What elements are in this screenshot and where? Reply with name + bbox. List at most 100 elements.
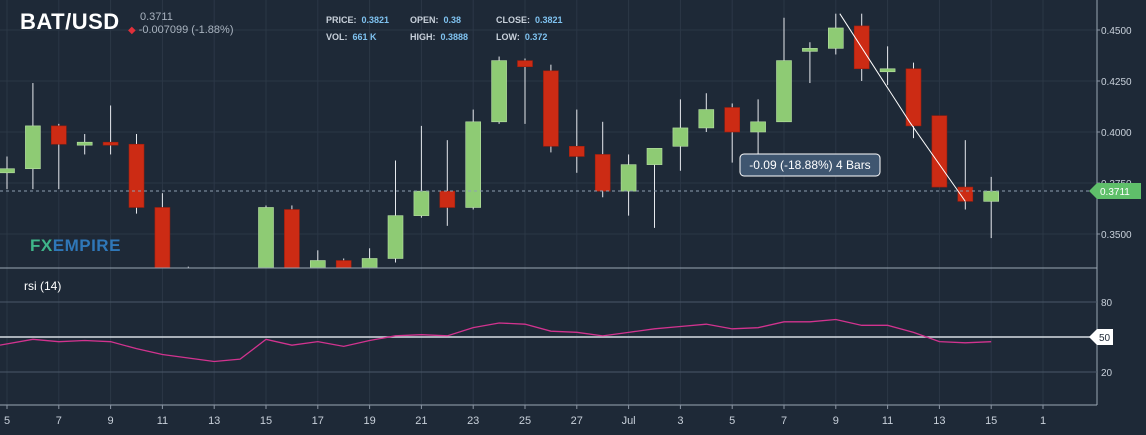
price-change: ◆ -0.007099 (-1.88%) (128, 24, 233, 36)
logo-fx: FX (30, 236, 53, 255)
candle-body (465, 121, 482, 208)
candle-body (750, 121, 766, 133)
candle-body (102, 141, 119, 146)
stat-low: LOW: 0.372 (496, 32, 547, 42)
measure-box (739, 153, 881, 177)
logo-empire: EMPIRE (52, 236, 121, 255)
time-tick-label: 7 (56, 415, 62, 427)
pane-dividers (0, 0, 1098, 406)
stat-vol-value: 661 K (352, 32, 377, 42)
candle-body (0, 168, 15, 174)
candle-body (335, 260, 352, 268)
candlestick-series (0, 13, 1000, 299)
time-tick-label: 21 (415, 415, 427, 427)
candle-body (50, 125, 67, 145)
stat-open-label: OPEN: (410, 15, 439, 25)
candle-body (128, 143, 145, 208)
price-tick-label: 0.4000 (1101, 128, 1132, 139)
stat-high-label: HIGH: (410, 32, 436, 42)
time-tick-label: 11 (882, 415, 893, 427)
candle-body (905, 68, 922, 127)
candle-body (387, 215, 404, 259)
candle-body (154, 207, 171, 268)
time-tick-label: 23 (467, 415, 479, 427)
rsi-title: rsi (14) (24, 279, 61, 293)
price-tick-label: 0.3500 (1101, 230, 1132, 241)
stat-price-label: PRICE: (326, 15, 357, 25)
candle-body (827, 27, 844, 49)
candle-body (983, 190, 1000, 202)
time-tick-label: 5 (4, 415, 10, 427)
price-tick-label: 0.4250 (1101, 77, 1132, 88)
last-price: 0.3711 (140, 11, 173, 23)
time-tick-label: 17 (312, 415, 324, 427)
candle-body (76, 141, 93, 146)
time-tick-label: 15 (985, 415, 997, 427)
candle-body (594, 154, 611, 192)
time-tick-label: 27 (571, 415, 583, 427)
candle-body (491, 60, 507, 123)
time-tick-label: 25 (519, 415, 531, 427)
time-tick-label: 7 (781, 415, 787, 427)
stat-vol-label: VOL: (326, 32, 348, 42)
stat-close-value: 0.3821 (535, 15, 563, 25)
axes: 0.45000.42500.40000.37500.35005791113151… (4, 26, 1132, 427)
price-change-value: -0.007099 (-1.88%) (138, 24, 234, 36)
time-tick-label: 19 (363, 415, 375, 427)
candle-body (568, 145, 585, 157)
grid-lines (0, 0, 1097, 405)
candle-body (361, 258, 378, 268)
stat-low-value: 0.372 (524, 32, 548, 42)
candle-body (672, 127, 689, 147)
measure-line (839, 13, 966, 202)
candle-body (181, 283, 196, 295)
annotations: 0.3711 -0.09 (-18.88%) 4 Bars (0, 13, 1141, 202)
rsi-line (0, 318, 992, 363)
candle-body (258, 207, 274, 268)
candle-body (646, 148, 663, 165)
rsi-tick-label: 20 (1101, 368, 1113, 379)
candle-body (620, 164, 637, 192)
stat-vol: VOL: 661 K (326, 32, 377, 42)
candle-body (439, 190, 456, 208)
candle-body (802, 48, 818, 52)
stat-high: HIGH: 0.3888 (410, 32, 468, 42)
candle-body (724, 107, 741, 133)
time-tick-label: 13 (208, 415, 220, 427)
time-tick-label: 11 (157, 415, 168, 427)
candle-body (543, 70, 559, 147)
candle-body (233, 291, 248, 299)
rsi-level-label: 50 (1099, 333, 1111, 344)
candle-body (517, 60, 533, 68)
measure-text: -0.09 (-18.88%) 4 Bars (749, 158, 870, 172)
stat-price: PRICE: 0.3821 (326, 15, 389, 25)
time-tick-label: Jul (622, 415, 636, 427)
stat-price-value: 0.3821 (361, 15, 390, 25)
current-price-tag (1089, 182, 1141, 199)
rsi-tick-label: 80 (1101, 298, 1113, 309)
time-tick-label: 1 (1040, 415, 1046, 427)
time-tick-label: 15 (260, 415, 272, 427)
candle-body (698, 109, 715, 129)
candle-body (284, 209, 300, 268)
candle-body (309, 260, 326, 268)
time-tick-label: 9 (833, 415, 839, 427)
time-tick-label: 9 (108, 415, 114, 427)
time-tick-label: 13 (933, 415, 945, 427)
current-price-label: 0.3711 (1100, 187, 1130, 198)
candle-body (413, 190, 430, 216)
stat-open-value: 0.38 (443, 15, 462, 25)
time-tick-label: 5 (729, 415, 735, 427)
price-tick-label: 0.4500 (1101, 26, 1132, 37)
candle-body (25, 125, 41, 170)
stat-close: CLOSE: 0.3821 (496, 15, 563, 25)
candle-body (879, 68, 896, 73)
down-arrow-icon: ◆ (128, 25, 136, 36)
candle-body (776, 60, 792, 123)
symbol-title: BAT/USD (20, 9, 120, 34)
stat-open: OPEN: 0.38 (410, 15, 461, 25)
rsi-level-tag (1089, 329, 1113, 345)
candle-body (931, 115, 948, 188)
stat-low-label: LOW: (496, 32, 520, 42)
